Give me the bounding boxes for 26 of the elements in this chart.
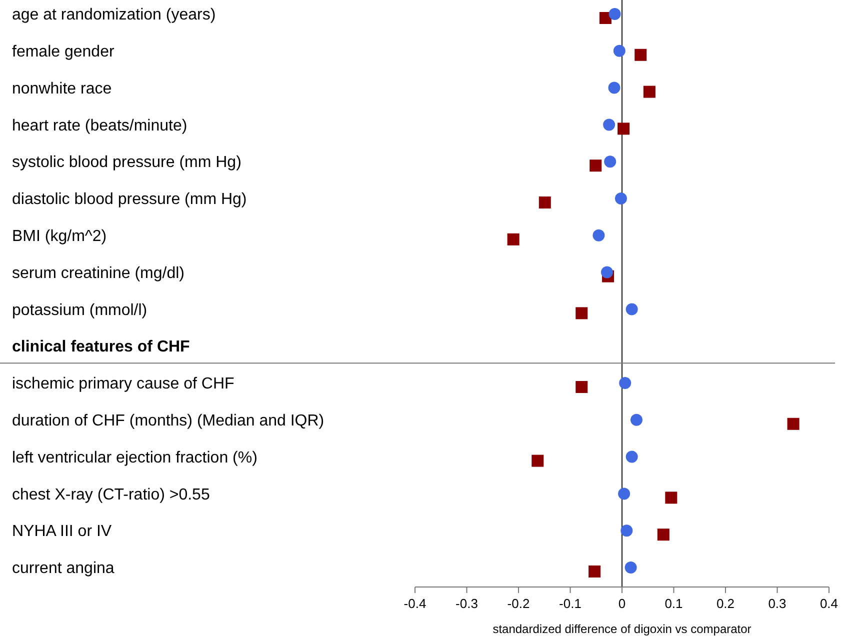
y-tick-label: ischemic primary cause of CHF	[12, 376, 234, 393]
y-tick-label: NYHA III or IV	[12, 523, 112, 540]
y-tick-label: female gender	[12, 44, 115, 60]
x-tick-label: -0.4	[404, 596, 426, 611]
y-tick-label: duration of CHF (months) (Median and IQR)	[12, 412, 324, 430]
y-tick-label: clinical features of CHF	[12, 338, 190, 356]
y-tick-label: serum creatinine (mg/dl)	[12, 264, 184, 282]
y-tick-label: BMI (kg/m^2)	[12, 228, 107, 245]
y-tick-label: heart rate (beats/minute)	[12, 117, 188, 134]
x-tick-label: -0.2	[507, 596, 530, 611]
y-tick-label: left ventricular ejection fraction (%)	[12, 449, 258, 466]
x-tick-label: 0.4	[820, 596, 838, 611]
x-tick-label: 0	[618, 596, 626, 611]
y-tick-label: systolic blood pressure (mm Hg)	[12, 154, 242, 172]
y-tick-label: age at randomization (years)	[12, 6, 216, 24]
x-tick-label: 0.1	[664, 596, 683, 611]
x-tick-label: 0.3	[768, 596, 786, 611]
y-tick-label: diastolic blood pressure (mm Hg)	[12, 191, 247, 208]
x-tick-label: 0.2	[716, 596, 735, 611]
x-tick-label: -0.1	[559, 596, 582, 611]
y-tick-label: nonwhite race	[12, 80, 112, 98]
y-tick-label: current angina	[12, 560, 114, 578]
x-tick-label: -0.3	[456, 596, 478, 611]
x-axis-title: standardized difference of digoxin vs comparator	[492, 622, 752, 636]
y-tick-label: potassium (mmol/l)	[12, 302, 148, 319]
y-tick-label: chest X-ray (CT-ratio) >0.55	[12, 486, 210, 504]
